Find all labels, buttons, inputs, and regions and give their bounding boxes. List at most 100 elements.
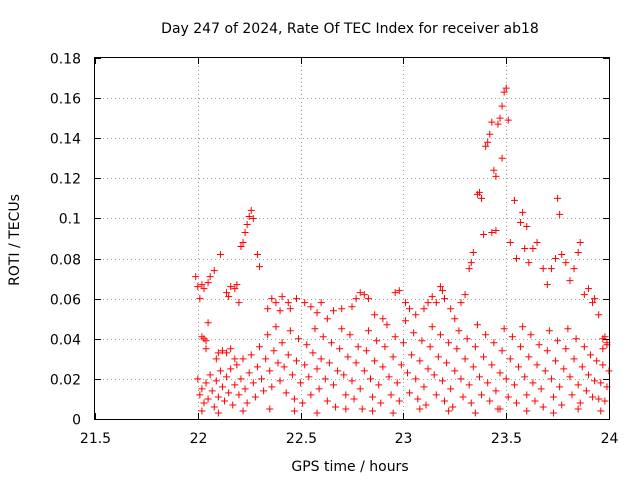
- data-point: [537, 385, 545, 393]
- data-point: [255, 263, 263, 271]
- data-point: [496, 114, 504, 122]
- data-point: [206, 371, 214, 379]
- data-point: [375, 381, 383, 389]
- data-point: [554, 337, 562, 345]
- data-point: [239, 355, 247, 363]
- data-point: [303, 341, 311, 349]
- data-point: [264, 305, 272, 313]
- data-point: [336, 345, 344, 353]
- data-point: [549, 393, 557, 401]
- data-point: [276, 377, 284, 385]
- data-point: [311, 325, 319, 333]
- data-point: [412, 311, 420, 319]
- data-point: [301, 299, 309, 307]
- data-point: [428, 323, 436, 331]
- data-point: [441, 397, 449, 405]
- data-point: [584, 285, 592, 293]
- data-point: [241, 385, 249, 393]
- data-point: [438, 377, 446, 385]
- y-tick-label: 0.16: [50, 92, 81, 108]
- data-point: [290, 407, 298, 415]
- data-point: [580, 291, 588, 299]
- data-point: [290, 395, 298, 403]
- data-point: [478, 391, 486, 399]
- data-point: [395, 287, 403, 295]
- data-point: [223, 289, 231, 297]
- data-point: [239, 407, 247, 415]
- data-point: [231, 381, 239, 389]
- data-point: [358, 405, 366, 413]
- data-point: [488, 118, 496, 126]
- data-point: [459, 393, 467, 401]
- data-point: [192, 273, 200, 281]
- data-point: [221, 397, 229, 405]
- data-point: [249, 379, 257, 387]
- data-point: [560, 365, 568, 373]
- data-point: [504, 116, 512, 124]
- data-point: [410, 329, 418, 337]
- data-point: [393, 379, 401, 387]
- data-point: [253, 251, 261, 259]
- data-point: [227, 283, 235, 291]
- data-point: [364, 295, 372, 303]
- data-point: [490, 339, 498, 347]
- data-point: [552, 255, 560, 263]
- data-point: [348, 377, 356, 385]
- data-point: [436, 331, 444, 339]
- data-point: [202, 337, 210, 345]
- data-point: [327, 339, 335, 347]
- data-point: [356, 289, 364, 297]
- data-point: [274, 359, 282, 367]
- data-point: [539, 403, 547, 411]
- data-point: [391, 333, 399, 341]
- data-point: [305, 373, 313, 381]
- data-point: [247, 351, 255, 359]
- data-point: [313, 309, 321, 317]
- y-tick-label: 0: [72, 413, 81, 429]
- data-point: [307, 303, 315, 311]
- data-point: [574, 381, 582, 389]
- data-point: [562, 259, 570, 267]
- data-point: [580, 343, 588, 351]
- data-point: [206, 273, 214, 281]
- data-points: [192, 84, 613, 417]
- chart-title: Day 247 of 2024, Rate Of TEC Index for r…: [161, 21, 539, 37]
- data-point: [315, 385, 323, 393]
- data-point: [262, 355, 270, 363]
- data-point: [323, 315, 331, 323]
- data-point: [465, 381, 473, 389]
- data-point: [420, 383, 428, 391]
- data-point: [196, 391, 204, 399]
- data-point: [506, 355, 514, 363]
- data-point: [451, 315, 459, 323]
- x-tick-label: 23.5: [491, 431, 522, 447]
- data-point: [286, 327, 294, 335]
- data-point: [447, 385, 455, 393]
- data-point: [260, 387, 268, 395]
- data-point: [202, 379, 210, 387]
- data-point: [208, 387, 216, 395]
- data-point: [251, 393, 259, 401]
- data-point: [523, 391, 531, 399]
- data-point: [332, 403, 340, 411]
- data-point: [564, 325, 572, 333]
- data-point: [369, 393, 377, 401]
- data-point: [467, 259, 475, 267]
- data-point: [202, 345, 210, 353]
- data-point: [469, 249, 477, 257]
- data-point: [478, 194, 486, 202]
- data-point: [601, 397, 609, 405]
- data-point: [527, 331, 535, 339]
- data-point: [545, 327, 553, 335]
- data-point: [210, 403, 218, 411]
- data-point: [512, 255, 520, 263]
- data-point: [276, 307, 284, 315]
- data-point: [391, 289, 399, 297]
- data-point: [447, 305, 455, 313]
- data-point: [381, 343, 389, 351]
- data-point: [465, 265, 473, 273]
- data-point: [354, 343, 362, 351]
- data-point: [578, 363, 586, 371]
- data-point: [523, 407, 531, 415]
- data-point: [453, 345, 461, 353]
